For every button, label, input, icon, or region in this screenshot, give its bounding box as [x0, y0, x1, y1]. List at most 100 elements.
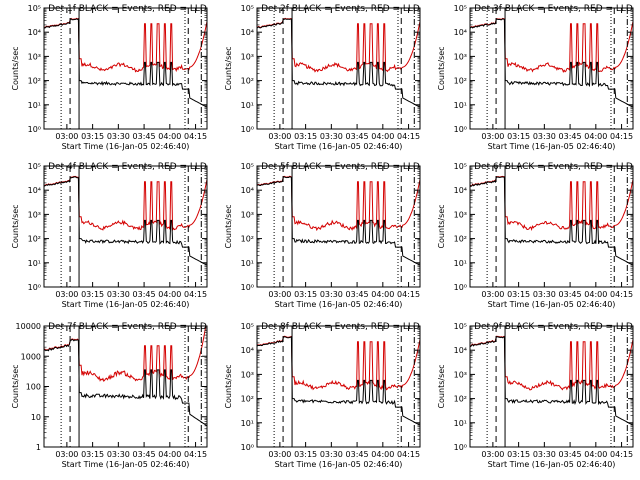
y-tick-label: 10³ — [241, 210, 254, 219]
y-axis-label: Counts/sec — [224, 46, 233, 90]
y-axis-label: Counts/sec — [437, 204, 446, 248]
x-tick-label: 03:00 — [481, 132, 504, 141]
y-tick-label: 10⁵ — [454, 4, 467, 13]
y-axis-label: Counts/sec — [11, 204, 20, 248]
panel-title: Det 6f BLACK = Events, RED = LLD — [474, 162, 633, 172]
y-tick-label: 10⁰ — [241, 283, 254, 292]
x-tick-label: 04:15 — [397, 132, 420, 141]
y-tick-label: 10³ — [454, 210, 467, 219]
panel-title: Det 7f BLACK = Events, RED = LLD — [48, 322, 207, 332]
x-tick-label: 03:45 — [346, 132, 369, 141]
plot-frame — [43, 7, 208, 130]
plot-area — [470, 8, 633, 129]
y-tick-label: 10¹ — [241, 259, 254, 268]
y-tick-label: 10⁴ — [241, 346, 254, 355]
y-tick-label: 10¹ — [28, 101, 41, 110]
y-tick-label: 10³ — [28, 210, 41, 219]
x-tick-label: 04:00 — [584, 290, 607, 299]
y-tick-label: 10¹ — [241, 101, 254, 110]
x-tick-label: 03:30 — [533, 132, 556, 141]
x-tick-label: 03:30 — [320, 290, 343, 299]
y-tick-label: 10⁵ — [241, 322, 254, 331]
lld-series-line — [470, 335, 633, 391]
x-tick-label: 03:30 — [533, 450, 556, 459]
y-tick-label: 10⁴ — [28, 28, 41, 37]
x-tick-label: 04:15 — [184, 132, 207, 141]
y-tick-label: 10⁰ — [28, 125, 41, 134]
plot-frame — [43, 325, 208, 448]
events-series-line — [470, 336, 633, 426]
x-tick-label: 04:00 — [371, 450, 394, 459]
panel-title: Det 2f BLACK = Events, RED = LLD — [261, 4, 420, 14]
x-tick-label: 04:00 — [584, 132, 607, 141]
plot-frame — [256, 165, 421, 288]
x-tick-label: 03:45 — [133, 132, 156, 141]
y-tick-label: 10³ — [241, 52, 254, 61]
plot-frame — [43, 165, 208, 288]
y-tick-label: 10² — [241, 77, 254, 86]
plot-area — [470, 326, 633, 447]
panel-title: Det 9f BLACK = Events, RED = LLD — [474, 322, 633, 332]
plot-frame — [469, 165, 634, 288]
x-tick-label: 04:15 — [397, 290, 420, 299]
x-tick-label: 03:45 — [133, 290, 156, 299]
x-tick-label: 03:00 — [481, 450, 504, 459]
x-tick-label: 04:15 — [610, 290, 633, 299]
panel-title: Det 4f BLACK = Events, RED = LLD — [48, 162, 207, 172]
x-axis-label: Start Time (16-Jan-05 02:46:40) — [488, 300, 616, 309]
y-tick-label: 10⁰ — [241, 443, 254, 452]
events-series-line — [257, 176, 420, 266]
panel-det-7f: 1 10 100 1000 10000 03:00 03:15 03:30 03:45 04:00… — [11, 322, 208, 469]
panel-title: Det 3f BLACK = Events, RED = LLD — [474, 4, 633, 14]
y-tick-label: 10⁵ — [454, 322, 467, 331]
plot-area — [44, 326, 207, 447]
x-tick-label: 03:00 — [481, 290, 504, 299]
x-tick-label: 03:45 — [559, 450, 582, 459]
plot-area — [257, 326, 420, 447]
x-tick-label: 04:00 — [371, 290, 394, 299]
x-tick-label: 03:15 — [507, 132, 530, 141]
events-series-line — [470, 18, 633, 108]
events-series-line — [44, 18, 207, 108]
lld-series-line — [470, 17, 633, 73]
y-tick-label: 10³ — [28, 52, 41, 61]
y-tick-label: 10⁵ — [241, 4, 254, 13]
y-axis-label: Counts/sec — [224, 364, 233, 408]
y-tick-label: 10⁵ — [454, 162, 467, 171]
events-series-line — [257, 18, 420, 108]
y-tick-label: 1 — [36, 443, 41, 452]
x-tick-label: 04:00 — [158, 450, 181, 459]
x-axis-label: Start Time (16-Jan-05 02:46:40) — [62, 460, 190, 469]
y-tick-label: 10⁰ — [241, 125, 254, 134]
x-tick-label: 04:15 — [610, 132, 633, 141]
x-tick-label: 03:15 — [81, 450, 104, 459]
x-tick-label: 03:45 — [346, 450, 369, 459]
x-tick-label: 03:00 — [55, 132, 78, 141]
y-tick-label: 10² — [28, 77, 41, 86]
x-tick-label: 03:15 — [81, 132, 104, 141]
y-tick-label: 10² — [454, 395, 467, 404]
y-tick-label: 100 — [26, 383, 41, 392]
y-tick-label: 10² — [241, 235, 254, 244]
y-tick-label: 10¹ — [454, 419, 467, 428]
y-tick-label: 10⁰ — [454, 125, 467, 134]
x-tick-label: 04:15 — [184, 450, 207, 459]
y-tick-label: 10⁴ — [241, 28, 254, 37]
x-tick-label: 03:30 — [107, 450, 130, 459]
x-tick-label: 04:00 — [584, 450, 607, 459]
y-tick-label: 1000 — [21, 352, 41, 361]
x-tick-label: 03:00 — [268, 290, 291, 299]
x-tick-label: 04:00 — [158, 132, 181, 141]
x-tick-label: 03:00 — [55, 290, 78, 299]
x-axis-label: Start Time (16-Jan-05 02:46:40) — [275, 460, 403, 469]
y-tick-label: 10³ — [454, 52, 467, 61]
x-tick-label: 03:45 — [559, 290, 582, 299]
plot-area — [44, 8, 207, 129]
x-tick-label: 03:30 — [107, 290, 130, 299]
x-tick-label: 03:00 — [55, 450, 78, 459]
y-tick-label: 10⁰ — [454, 283, 467, 292]
